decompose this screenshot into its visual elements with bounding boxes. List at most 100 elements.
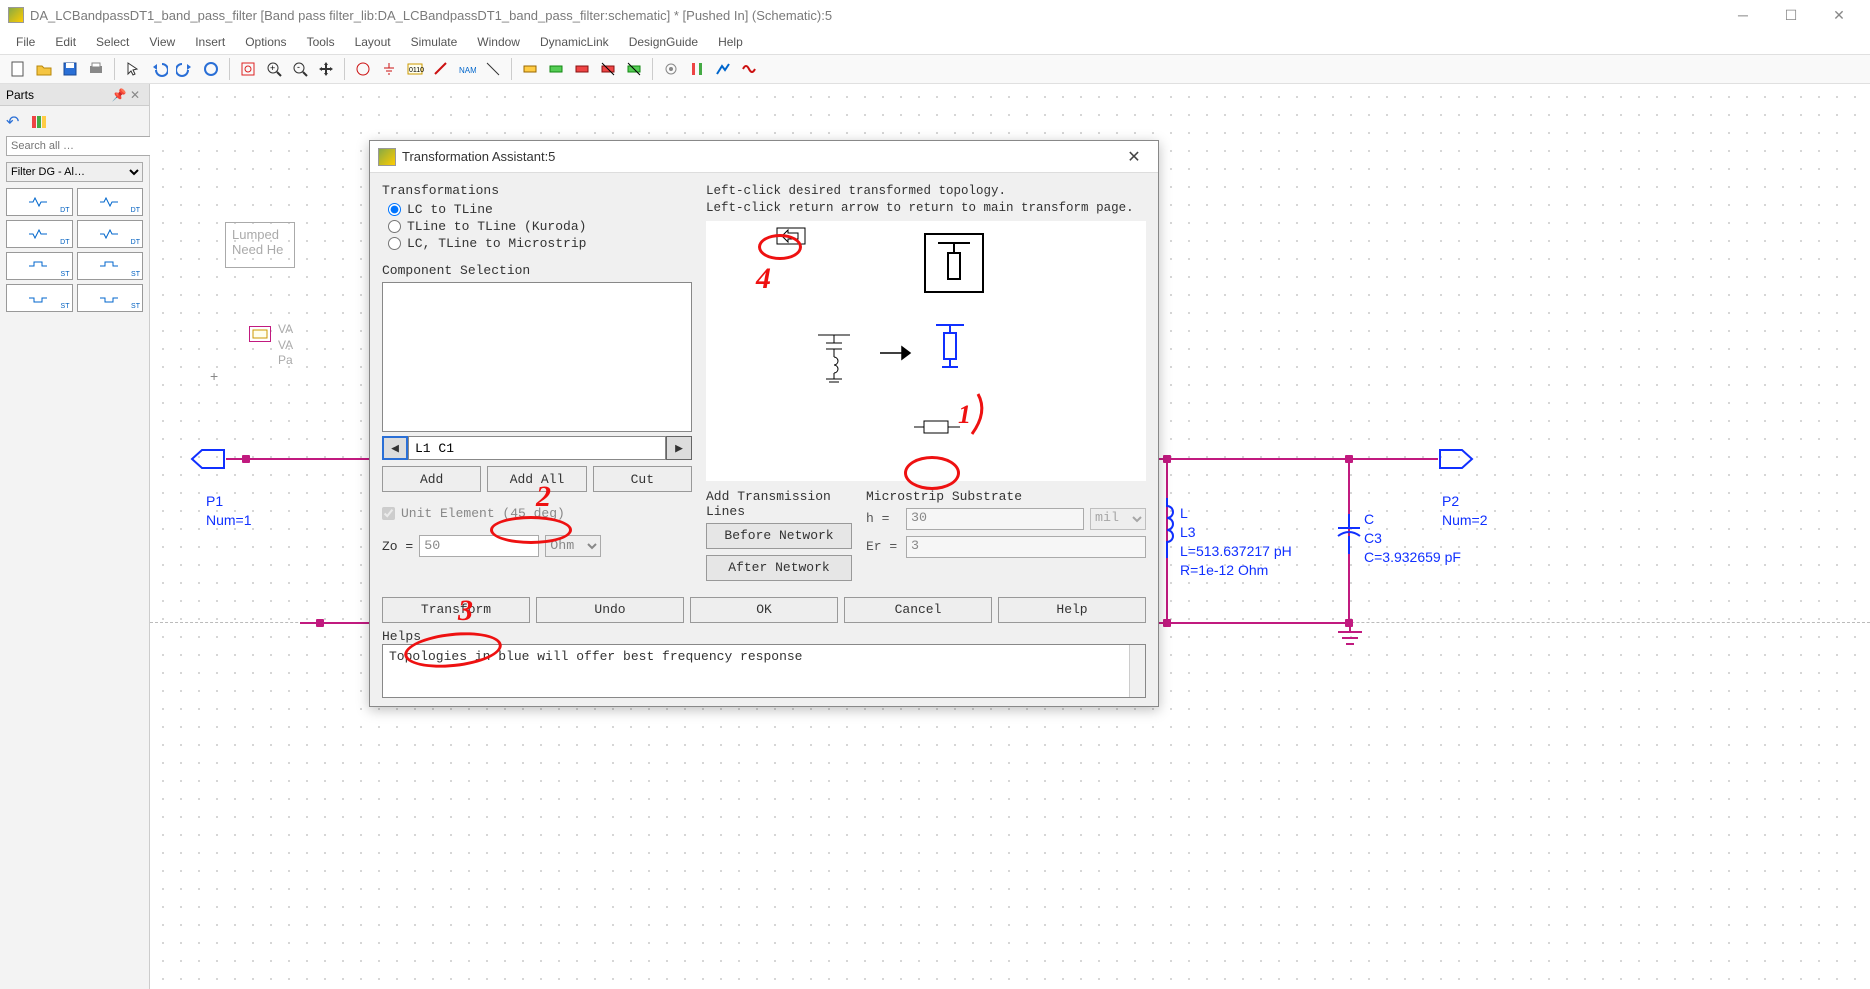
add-all-button[interactable]: Add All bbox=[487, 466, 586, 492]
pointer-icon[interactable] bbox=[121, 57, 145, 81]
zoom-fit-icon[interactable] bbox=[236, 57, 260, 81]
parts-panel: Parts 📌 ✕ ↶ ▼ Filter DG - Al… DT bbox=[0, 84, 150, 989]
menu-window[interactable]: Window bbox=[467, 32, 530, 52]
cut-button[interactable]: Cut bbox=[593, 466, 692, 492]
transform-button[interactable]: Transform bbox=[382, 597, 530, 623]
menu-edit[interactable]: Edit bbox=[45, 32, 86, 52]
palette-item[interactable]: ST bbox=[6, 252, 73, 280]
search-input[interactable] bbox=[6, 136, 158, 156]
topology-series-tl[interactable] bbox=[912, 417, 962, 437]
component-name-input[interactable] bbox=[408, 436, 666, 460]
palette-item[interactable]: ST bbox=[77, 252, 144, 280]
return-arrow-icon[interactable] bbox=[776, 227, 806, 245]
window-buttons: ─ ☐ ✕ bbox=[1720, 1, 1862, 29]
comp1-icon[interactable] bbox=[518, 57, 542, 81]
radio-tline-tline[interactable]: TLine to TLine (Kuroda) bbox=[388, 219, 692, 234]
menu-file[interactable]: File bbox=[6, 32, 45, 52]
inductor-l3[interactable] bbox=[1156, 498, 1178, 571]
dialog-titlebar[interactable]: Transformation Assistant:5 ✕ bbox=[370, 141, 1158, 173]
palette-item[interactable]: ST bbox=[77, 284, 144, 312]
tune-icon[interactable] bbox=[685, 57, 709, 81]
menu-simulate[interactable]: Simulate bbox=[401, 32, 468, 52]
sim-icon[interactable] bbox=[737, 57, 761, 81]
capacitor-c3[interactable] bbox=[1336, 514, 1362, 557]
undo-button[interactable]: Undo bbox=[536, 597, 684, 623]
comp3-icon[interactable] bbox=[570, 57, 594, 81]
menu-designguide[interactable]: DesignGuide bbox=[619, 32, 708, 52]
after-network-button[interactable]: After Network bbox=[706, 555, 852, 581]
ground bbox=[1336, 624, 1364, 655]
minimize-button[interactable]: ─ bbox=[1720, 1, 1766, 29]
new-icon[interactable] bbox=[6, 57, 30, 81]
zoom-out-icon[interactable]: - bbox=[288, 57, 312, 81]
panel-pin-icon[interactable]: 📌 bbox=[111, 88, 127, 102]
gear-icon[interactable] bbox=[659, 57, 683, 81]
wire-icon[interactable] bbox=[429, 57, 453, 81]
app-icon bbox=[8, 7, 24, 23]
topology-area[interactable] bbox=[706, 221, 1146, 481]
ok-button[interactable]: OK bbox=[690, 597, 838, 623]
menu-help[interactable]: Help bbox=[708, 32, 753, 52]
pan-icon[interactable] bbox=[314, 57, 338, 81]
comp4-icon[interactable] bbox=[596, 57, 620, 81]
palette-item[interactable]: DT bbox=[6, 220, 73, 248]
topology-shunt-short[interactable] bbox=[930, 319, 970, 375]
palette-item[interactable]: DT bbox=[77, 188, 144, 216]
port-p2[interactable] bbox=[1438, 448, 1474, 470]
maximize-button[interactable]: ☐ bbox=[1768, 1, 1814, 29]
filter-select[interactable]: Filter DG - Al… bbox=[6, 162, 143, 182]
name-icon[interactable]: NAME bbox=[455, 57, 479, 81]
menu-layout[interactable]: Layout bbox=[345, 32, 401, 52]
gnd-icon[interactable] bbox=[377, 57, 401, 81]
zo-unit-select[interactable]: Ohm bbox=[545, 535, 601, 557]
var-component[interactable] bbox=[249, 326, 271, 342]
menu-dynamiclink[interactable]: DynamicLink bbox=[530, 32, 619, 52]
line-icon[interactable] bbox=[481, 57, 505, 81]
print-icon[interactable] bbox=[84, 57, 108, 81]
undo-icon[interactable] bbox=[147, 57, 171, 81]
zoom-in-icon[interactable]: + bbox=[262, 57, 286, 81]
palette-item[interactable]: DT bbox=[77, 220, 144, 248]
before-network-button[interactable]: Before Network bbox=[706, 523, 852, 549]
help-button[interactable]: Help bbox=[998, 597, 1146, 623]
menu-options[interactable]: Options bbox=[235, 32, 296, 52]
helps-scrollbar[interactable] bbox=[1129, 645, 1145, 697]
opt-icon[interactable] bbox=[711, 57, 735, 81]
radio-lc-tline[interactable]: LC to TLine bbox=[388, 202, 692, 217]
radio-lc-microstrip[interactable]: LC, TLine to Microstrip bbox=[388, 236, 692, 251]
open-icon[interactable] bbox=[32, 57, 56, 81]
comp5-icon[interactable] bbox=[622, 57, 646, 81]
menu-insert[interactable]: Insert bbox=[185, 32, 235, 52]
history-icon[interactable] bbox=[199, 57, 223, 81]
var-icon[interactable]: 0110 bbox=[403, 57, 427, 81]
close-button[interactable]: ✕ bbox=[1816, 1, 1862, 29]
zo-input[interactable] bbox=[419, 535, 539, 557]
parts-title: Parts bbox=[6, 88, 34, 102]
lumped-elem-box: Lumped Need He bbox=[225, 222, 295, 268]
comp2-icon[interactable] bbox=[544, 57, 568, 81]
component-listbox[interactable] bbox=[382, 282, 692, 432]
add-button[interactable]: Add bbox=[382, 466, 481, 492]
history-back-icon[interactable]: ↶ bbox=[6, 112, 24, 130]
prev-button[interactable]: ◀ bbox=[382, 436, 408, 460]
helps-textbox: Topologies in blue will offer best frequ… bbox=[382, 644, 1146, 698]
c3-label: C C3 C=3.932659 pF bbox=[1364, 510, 1461, 567]
port-p1[interactable] bbox=[190, 448, 226, 470]
h-input bbox=[906, 508, 1084, 530]
var-labels: VA VA Pa bbox=[278, 322, 293, 369]
dialog-right-column: Left-click desired transformed topology.… bbox=[706, 183, 1146, 587]
menu-tools[interactable]: Tools bbox=[297, 32, 345, 52]
palette-item[interactable]: ST bbox=[6, 284, 73, 312]
menu-view[interactable]: View bbox=[139, 32, 185, 52]
dialog-close-icon[interactable]: ✕ bbox=[1118, 145, 1150, 169]
topology-shunt-open[interactable] bbox=[924, 233, 984, 293]
menu-select[interactable]: Select bbox=[86, 32, 139, 52]
palette-item[interactable]: DT bbox=[6, 188, 73, 216]
circle-icon[interactable] bbox=[351, 57, 375, 81]
save-icon[interactable] bbox=[58, 57, 82, 81]
next-button[interactable]: ▶ bbox=[666, 436, 692, 460]
panel-close-icon[interactable]: ✕ bbox=[127, 88, 143, 102]
redo-icon[interactable] bbox=[173, 57, 197, 81]
library-icon[interactable] bbox=[30, 112, 48, 130]
cancel-button[interactable]: Cancel bbox=[844, 597, 992, 623]
